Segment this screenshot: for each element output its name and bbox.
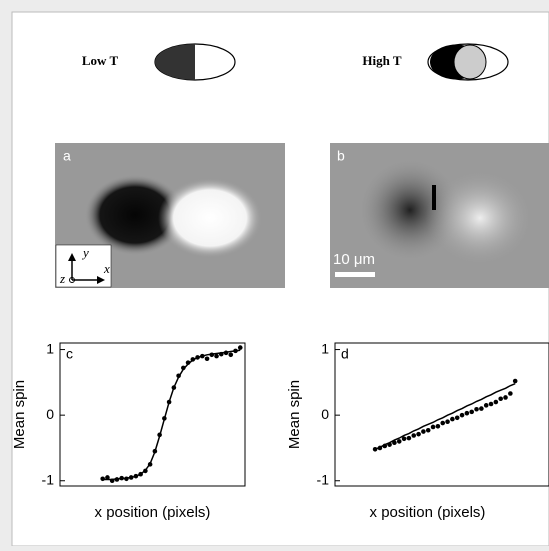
axis-x: x: [103, 261, 110, 276]
fit-line: [102, 349, 241, 481]
data-point: [396, 439, 402, 444]
data-point: [474, 406, 479, 412]
data-point: [411, 433, 417, 438]
high-t: High T: [362, 53, 401, 68]
image-a: a y x z: [55, 143, 285, 288]
y-tick-label: -1: [317, 471, 330, 487]
y-tick-label: 1: [46, 340, 54, 356]
data-point: [214, 353, 219, 359]
image-label: b: [337, 148, 345, 164]
data-point: [503, 395, 508, 400]
data-point: [469, 409, 475, 415]
panel-label: d: [341, 346, 349, 362]
data-point: [421, 429, 426, 434]
image-label: a: [63, 148, 71, 164]
data-point: [445, 419, 450, 425]
data-point: [488, 401, 494, 407]
data-point: [454, 415, 460, 421]
low-t: Low T: [82, 53, 119, 68]
axis-z: z: [59, 271, 65, 286]
y-tick-label: 0: [321, 406, 329, 422]
data-point: [450, 416, 455, 422]
data-point: [425, 427, 431, 433]
low-t-icon: [154, 43, 236, 81]
fit-line: [374, 382, 516, 450]
data-point: [105, 475, 110, 480]
data-point: [464, 410, 470, 416]
axis-y: y: [81, 245, 89, 260]
data-point: [228, 352, 234, 358]
data-point: [508, 391, 513, 396]
data-point: [204, 356, 210, 362]
y-axis-label: Mean spin: [11, 380, 28, 449]
data-point: [512, 378, 518, 384]
data-point: [406, 435, 412, 441]
axes-box: [59, 342, 246, 487]
panel-label: c: [66, 346, 73, 362]
axes-box: [334, 342, 549, 487]
data-point: [440, 420, 446, 426]
data-point: [430, 424, 436, 430]
scale-label: 10 μm: [333, 251, 375, 268]
image-b: b 10 μm: [330, 143, 549, 288]
data-point: [483, 403, 489, 408]
data-point: [435, 424, 441, 429]
data-point: [493, 399, 499, 405]
data-point: [237, 345, 243, 350]
data-point: [401, 436, 407, 442]
data-point: [498, 396, 503, 402]
data-point: [416, 431, 421, 437]
x-axis-label: x position (pixels): [95, 504, 211, 521]
y-tick-label: -1: [42, 471, 55, 487]
data-point: [479, 406, 484, 411]
y-axis-label: Mean spin: [286, 380, 303, 449]
x-axis-label: x position (pixels): [370, 504, 486, 521]
high-t-icon: [427, 43, 509, 81]
data-point: [459, 412, 465, 418]
y-tick-label: 1: [321, 340, 329, 356]
y-tick-label: 0: [46, 406, 54, 422]
